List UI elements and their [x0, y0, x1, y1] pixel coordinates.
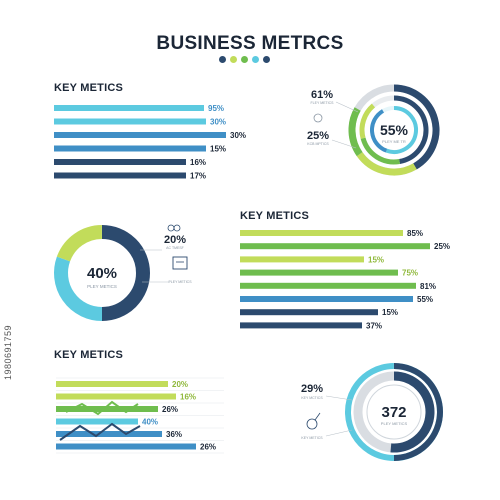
callout-caption: AC TMESF — [166, 246, 184, 250]
bar-value-label: 75% — [402, 269, 418, 278]
callout-leader — [325, 395, 353, 401]
bar-value-label: 36% — [166, 430, 182, 439]
bar — [54, 105, 204, 111]
donut-segment — [101, 225, 150, 321]
title-dot — [263, 56, 270, 63]
title-dot — [230, 56, 237, 63]
donut-segment — [393, 84, 440, 170]
bar — [54, 172, 186, 179]
title-dots — [219, 56, 270, 63]
bar-value-label: 30% — [230, 131, 246, 140]
callout-icon — [172, 256, 188, 270]
bar-value-label: 26% — [162, 405, 178, 414]
donut-segment — [359, 103, 376, 139]
bar — [240, 296, 413, 302]
callout-caption: PLEY METICS — [168, 280, 192, 284]
callout-caption: KCB MPTICS — [307, 142, 329, 146]
bar — [240, 309, 378, 316]
callout-icon — [314, 412, 321, 421]
callout-icon — [173, 224, 181, 232]
donut-segment — [385, 106, 418, 154]
donut-segment — [54, 256, 103, 321]
donut-center-caption: PLEY METICS — [87, 284, 117, 289]
callout-value: 25% — [307, 130, 329, 142]
bar-value-label: 16% — [180, 393, 196, 402]
bar — [56, 406, 158, 412]
bar — [54, 159, 186, 165]
bar-value-label: 20% — [172, 380, 188, 389]
bar-value-label: 26% — [200, 443, 216, 452]
bar — [240, 269, 398, 276]
bar — [54, 132, 226, 138]
bar — [240, 230, 403, 236]
donut-segment — [360, 137, 400, 165]
bar-value-label: 85% — [407, 229, 423, 238]
bar-value-label: 15% — [382, 308, 398, 317]
callout-icon — [167, 224, 175, 232]
title-dot — [252, 56, 259, 63]
page-title: BUSINESS METRCS — [156, 33, 344, 54]
donut-center-value: 40% — [87, 265, 117, 282]
bar — [240, 256, 364, 263]
bar-value-label: 40% — [142, 418, 158, 427]
bar — [240, 282, 416, 289]
callout-icon — [306, 418, 318, 430]
bar-value-label: 37% — [366, 321, 382, 330]
bar-value-label: 25% — [434, 242, 450, 251]
donut-center-caption: PLEY METICS — [381, 421, 408, 426]
bar — [240, 243, 430, 250]
donut-center-value: 372 — [381, 404, 406, 421]
callout-icon — [313, 113, 323, 123]
bar — [56, 381, 168, 387]
donut-segment — [390, 371, 435, 453]
donut-center-caption: PLEY ME TR — [382, 139, 406, 144]
bar-value-label: 95% — [208, 104, 224, 113]
callout-leader — [331, 139, 357, 149]
callout-caption: FLEY METICS — [311, 101, 335, 105]
callout-leader — [335, 101, 359, 113]
bar — [56, 443, 196, 450]
donut-center — [366, 384, 422, 440]
bar — [240, 322, 362, 329]
donut-segment — [393, 363, 443, 461]
callout-caption: KEY MCTICS — [301, 396, 323, 400]
bar-value-label: 15% — [210, 145, 226, 154]
donut-segment — [393, 95, 429, 164]
donut-segment — [348, 107, 363, 157]
title-dot — [241, 56, 248, 63]
bar — [54, 118, 206, 125]
trend-line — [59, 422, 141, 441]
bar-value-label: 16% — [190, 158, 206, 167]
section-title-bars-3: KEY METICS — [54, 349, 124, 361]
donut-segment — [356, 151, 417, 176]
title-dot — [219, 56, 226, 63]
callout-leader — [325, 429, 353, 437]
bar-value-label: 30% — [210, 118, 226, 127]
bar — [56, 393, 176, 400]
callout-value: 20% — [164, 234, 186, 246]
trend-line — [65, 400, 139, 416]
bar-value-label: 17% — [190, 172, 206, 181]
bar-value-label: 55% — [417, 295, 433, 304]
donut-segment — [370, 109, 388, 153]
bar — [56, 431, 162, 437]
callout-caption: KEY METICS — [301, 436, 323, 440]
section-title-bars-2: KEY METICS — [240, 210, 310, 222]
callout-value: 61% — [311, 89, 333, 101]
watermark-id: 1980691759 — [3, 324, 13, 380]
section-title-bars-1: KEY METICS — [54, 82, 124, 94]
bar — [54, 145, 206, 152]
bar-value-label: 81% — [420, 282, 436, 291]
donut-segment — [56, 225, 103, 262]
callout-value: 29% — [301, 383, 323, 395]
bar-value-label: 15% — [368, 255, 384, 264]
bar — [56, 418, 138, 425]
donut-center-value: 55% — [380, 122, 409, 138]
